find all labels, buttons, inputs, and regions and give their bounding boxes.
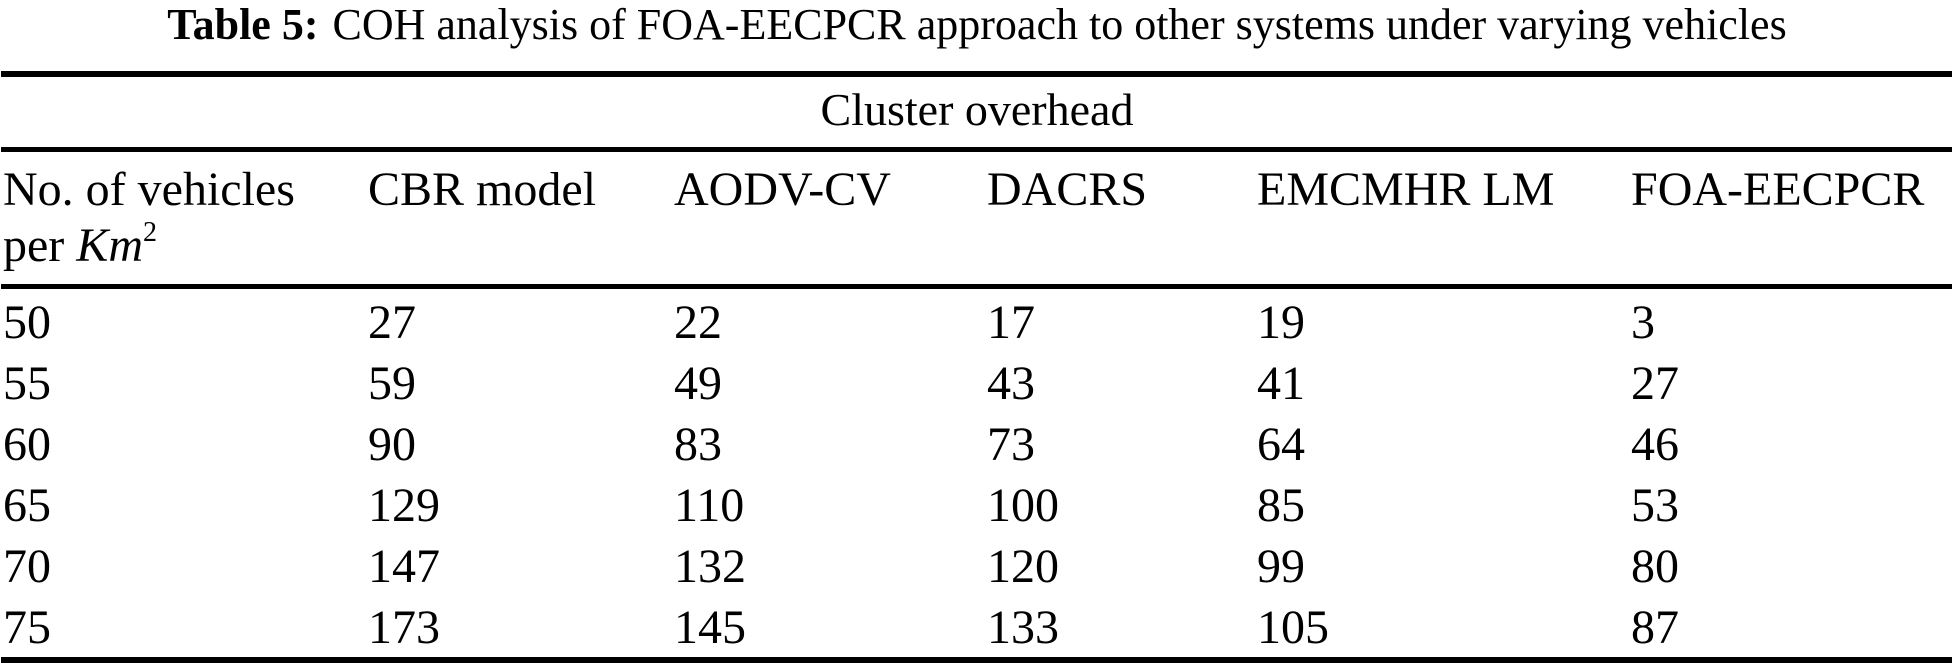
table-cell: 133 <box>987 601 1059 654</box>
table-cell: 55 <box>3 357 51 410</box>
table-row: 50 27 22 17 19 3 <box>0 292 1954 353</box>
table-cell: 90 <box>368 418 416 471</box>
table-cell: 99 <box>1257 540 1305 593</box>
table-cell: 87 <box>1631 601 1679 654</box>
table-caption-label: Table 5: <box>167 0 319 49</box>
table-row: 60 90 83 73 64 46 <box>0 414 1954 475</box>
column-header-cbr-model: CBR model <box>368 163 597 216</box>
table-cell: 120 <box>987 540 1059 593</box>
table-cell: 50 <box>3 296 51 349</box>
table-cell: 59 <box>368 357 416 410</box>
table-cell: 22 <box>674 296 722 349</box>
header-rule <box>1 284 1952 289</box>
table-cell: 132 <box>674 540 746 593</box>
top-rule <box>1 71 1952 77</box>
table-cell: 43 <box>987 357 1035 410</box>
table-cell: 110 <box>674 479 745 532</box>
table-cell: 75 <box>3 601 51 654</box>
table-row: 70 147 132 120 99 80 <box>0 536 1954 597</box>
km-superscript: 2 <box>142 217 157 248</box>
table-cell: 80 <box>1631 540 1679 593</box>
table-cell: 147 <box>368 540 440 593</box>
column-header-vehicles-line1: No. of vehicles <box>3 163 295 216</box>
table-cell: 105 <box>1257 601 1329 654</box>
column-header-vehicles-line2: per Km2 <box>3 217 157 273</box>
bottom-rule <box>1 657 1952 663</box>
table-cell: 173 <box>368 601 440 654</box>
table-cell: 49 <box>674 357 722 410</box>
table-row: 75 173 145 133 105 87 <box>0 597 1954 658</box>
table-cell: 73 <box>987 418 1035 471</box>
table-cell: 19 <box>1257 296 1305 349</box>
table-cell: 60 <box>3 418 51 471</box>
span-header-rule <box>1 147 1952 152</box>
table-row: 65 129 110 100 85 53 <box>0 475 1954 536</box>
table-cell: 53 <box>1631 479 1679 532</box>
table-cell: 46 <box>1631 418 1679 471</box>
table-cell: 83 <box>674 418 722 471</box>
km-unit-italic: Km <box>76 219 143 272</box>
table-caption-text: COH analysis of FOA-EECPCR approach to o… <box>332 0 1787 49</box>
column-header-row: No. of vehicles per Km2 CBR model AODV-C… <box>0 162 1954 276</box>
table-cell: 27 <box>368 296 416 349</box>
table-caption: Table 5: COH analysis of FOA-EECPCR appro… <box>0 0 1954 50</box>
table-cell: 64 <box>1257 418 1305 471</box>
table-cell: 65 <box>3 479 51 532</box>
column-header-dacrs: DACRS <box>987 163 1148 216</box>
column-header-aodv-cv: AODV-CV <box>674 163 891 216</box>
table-cell: 145 <box>674 601 746 654</box>
span-header-cluster-overhead: Cluster overhead <box>820 84 1134 135</box>
table-cell: 3 <box>1631 296 1655 349</box>
column-header-vehicles: No. of vehicles per Km2 <box>3 162 295 274</box>
table-cell: 85 <box>1257 479 1305 532</box>
table-cell: 41 <box>1257 357 1305 410</box>
table-cell: 129 <box>368 479 440 532</box>
column-header-foa-eecpcr: FOA-EECPCR <box>1631 163 1925 216</box>
table-cell: 100 <box>987 479 1059 532</box>
table-row: 55 59 49 43 41 27 <box>0 353 1954 414</box>
table-cell: 70 <box>3 540 51 593</box>
table-body: 50 27 22 17 19 3 55 59 49 43 41 27 60 90… <box>0 292 1954 658</box>
table-cell: 17 <box>987 296 1035 349</box>
table-cell: 27 <box>1631 357 1679 410</box>
column-header-emcmhr-lm: EMCMHR LM <box>1257 163 1555 216</box>
